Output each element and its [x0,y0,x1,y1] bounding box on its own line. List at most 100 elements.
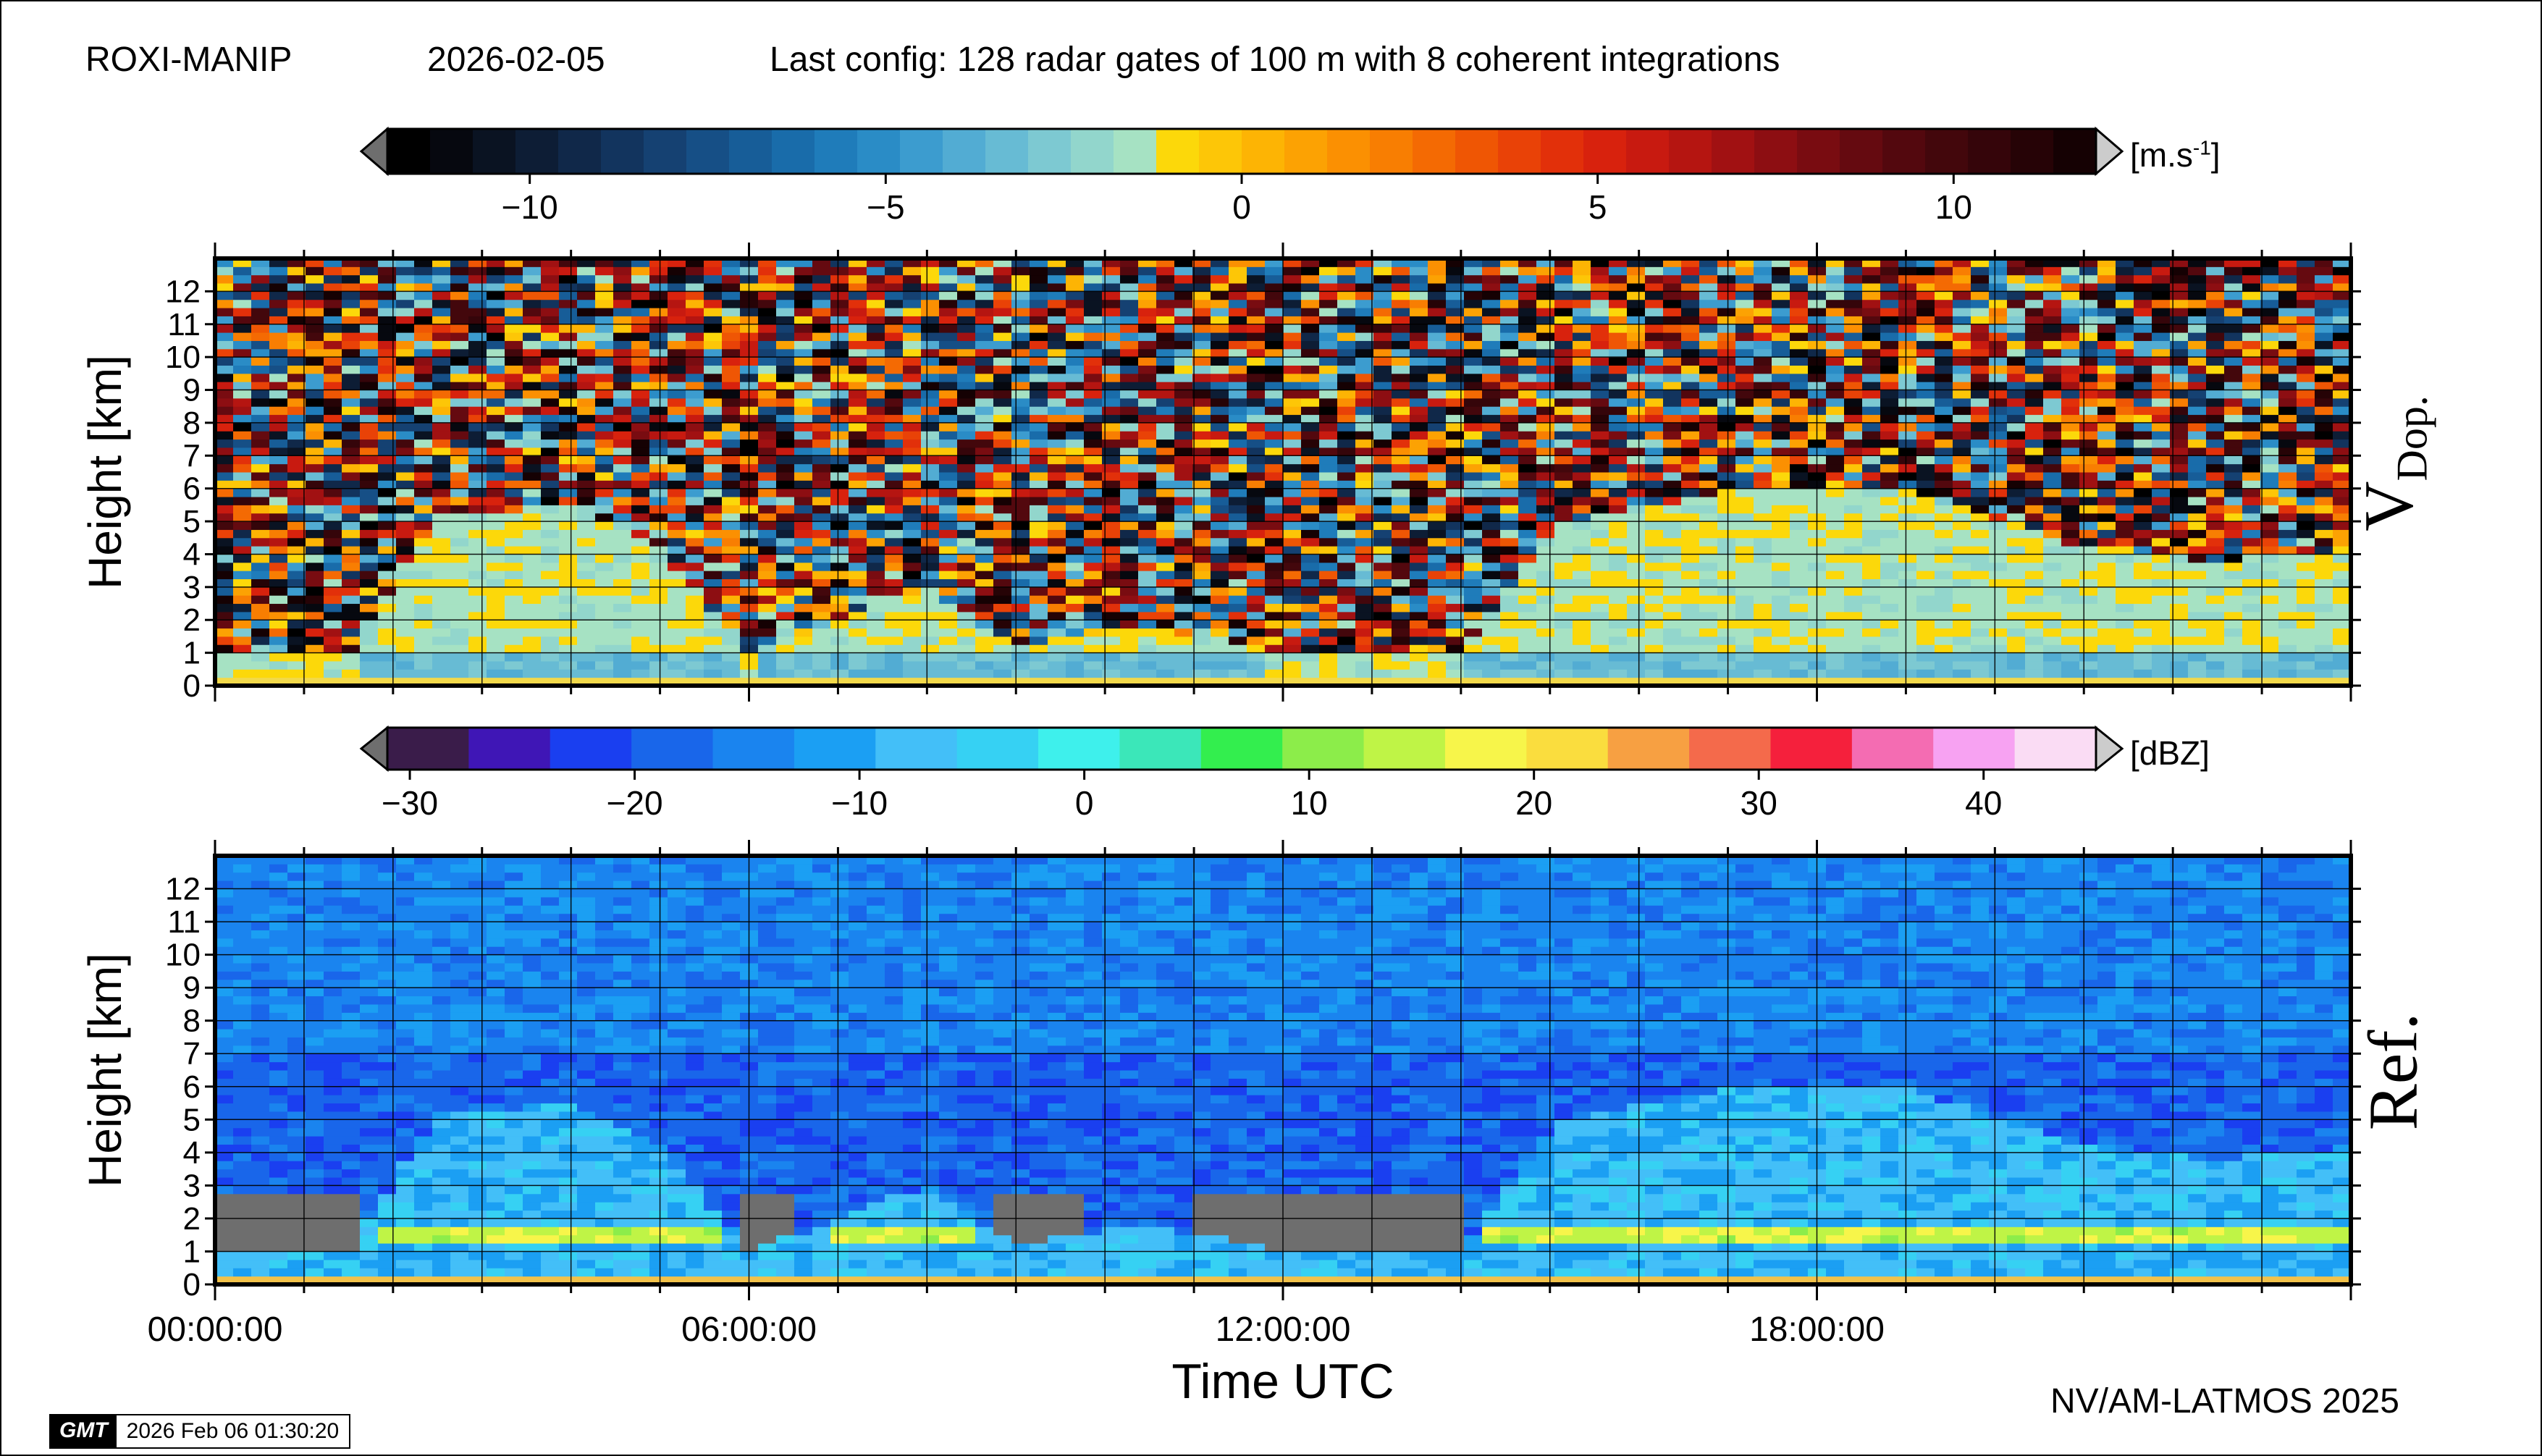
heatmap-cell [450,595,469,605]
heatmap-cell [287,365,306,374]
heatmap-cell [468,571,487,579]
heatmap-cell [1373,332,1392,341]
heatmap-cell [1229,562,1247,571]
heatmap-cell [631,332,650,341]
heatmap-cell [1862,644,1881,654]
heatmap-cell [885,258,904,267]
heatmap-cell [1048,406,1066,416]
heatmap-cell [1229,382,1247,391]
heatmap-cell [1373,669,1392,678]
heatmap-cell [1898,258,1917,267]
heatmap-cell [1102,677,1121,686]
heatmap-cell [414,537,433,547]
heatmap-cell [885,373,904,382]
heatmap-cell [1826,406,1845,416]
colorbar-swatch [1284,129,1328,174]
heatmap-cell [432,316,451,325]
heatmap-cell [1428,644,1447,654]
heatmap-cell [1609,463,1628,473]
heatmap-cell [1446,529,1465,539]
heatmap-cell [505,422,523,432]
heatmap-cell [758,480,777,489]
heatmap-cell [794,620,813,629]
heatmap-cell [1699,266,1718,276]
heatmap-cell [1247,513,1266,522]
heatmap-cell [1500,439,1519,448]
heatmap-cell [1410,513,1428,522]
heatmap-cell [1880,677,1899,686]
colorbar-swatch [1583,129,1627,174]
heatmap-cell [903,586,922,596]
heatmap-cell [794,397,813,407]
heatmap-cell [1609,628,1628,637]
heatmap-cell [1464,554,1483,563]
heatmap-cell [1554,562,1573,571]
heatmap-cell [1229,513,1247,522]
heatmap-cell [758,291,777,300]
heatmap-cell [1211,382,1229,391]
heatmap-cell [704,406,723,416]
heatmap-cell [794,537,813,547]
heatmap-cell [1120,324,1139,333]
colorbar-swatch [558,129,602,174]
heatmap-cell [1319,373,1338,382]
heatmap-cell [631,636,650,645]
heatmap-cell [1772,571,1790,579]
heatmap-cell [1573,521,1591,530]
heatmap-cell [1373,258,1392,267]
heatmap-cell [1373,439,1392,448]
heatmap-cell [939,472,958,481]
heatmap-cell [468,324,487,333]
heatmap-cell [867,636,885,645]
heatmap-cell [487,562,505,571]
heatmap-cell [541,628,560,637]
heatmap-cell [1211,332,1229,341]
heatmap-cell [215,390,234,399]
colorbar-swatch [857,129,901,174]
heatmap-cell [1048,578,1066,588]
heatmap-cell [251,546,270,555]
heatmap-cell [631,283,650,292]
heatmap-cell [1373,397,1392,407]
heatmap-cell [1717,299,1736,308]
heatmap-cell [867,382,885,391]
heatmap-cell [1011,365,1030,374]
heatmap-cell [1699,472,1718,481]
heatmap-cell [450,439,469,448]
heatmap-cell [1717,652,1736,662]
heatmap-cell [1699,447,1718,456]
heatmap-cell [1102,431,1121,440]
heatmap-cell [1301,571,1320,579]
heatmap-cell [1518,455,1537,465]
heatmap-cell [1410,603,1428,613]
heatmap-cell [1681,505,1700,514]
heatmap-cell [1084,611,1103,620]
heatmap-cell [523,562,542,571]
heatmap-cell [1174,439,1193,448]
heatmap-cell [1591,537,1609,547]
heatmap-cell [758,382,777,391]
heatmap-cell [631,447,650,456]
heatmap-cell [1554,488,1573,497]
heatmap-cell [885,595,904,605]
heatmap-cell [1211,571,1229,579]
heatmap-cell [1392,603,1410,613]
heatmap-cell [1862,480,1881,489]
heatmap-cell [1916,562,1935,571]
heatmap-cell [1645,611,1664,620]
heatmap-cell [1916,497,1935,505]
heatmap-cell [450,406,469,416]
heatmap-cell [1627,480,1646,489]
heatmap-cell [1518,505,1537,514]
heatmap-cell [1265,603,1284,613]
heatmap-cell [1030,258,1048,267]
heatmap-cell [1898,332,1917,341]
heatmap-cell [523,620,542,629]
heatmap-cell [812,414,831,424]
heatmap-cell [1392,546,1410,555]
heatmap-cell [1192,332,1211,341]
heatmap-cell [1518,357,1537,366]
heatmap-cell [595,455,614,465]
heatmap-cell [631,472,650,481]
heatmap-cell [505,677,523,686]
